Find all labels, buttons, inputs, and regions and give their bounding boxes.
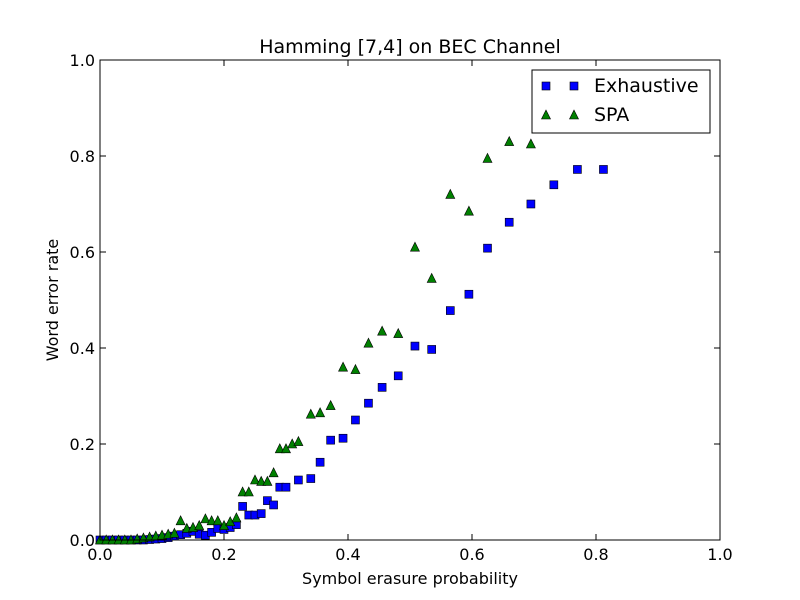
spa-point: [268, 467, 279, 478]
spa-point: [482, 152, 493, 163]
x-axis-label: Symbol erasure probability: [302, 569, 518, 588]
spa-point: [504, 135, 515, 146]
x-tick-label: 0.0: [87, 545, 112, 564]
spa-point: [256, 475, 267, 486]
spa-point: [350, 363, 361, 374]
legend-marker-exhaustive: [541, 81, 551, 91]
exhaustive-point: [238, 502, 247, 511]
exhaustive-point: [427, 345, 437, 354]
exhaustive-point: [599, 165, 608, 174]
legend-box: [531, 69, 711, 134]
spa-point: [409, 241, 420, 252]
x-tick-label: 0.2: [211, 545, 236, 564]
y-tick-label: 0.6: [70, 243, 95, 262]
x-tick-label: 1.0: [707, 545, 732, 564]
spa-point: [200, 513, 211, 524]
exhaustive-point: [483, 243, 492, 253]
spa-point: [243, 486, 254, 497]
spa-point: [393, 327, 404, 338]
legend-label-spa: SPA: [594, 104, 629, 126]
y-axis-label: Word error rate: [43, 239, 62, 362]
legend-marker-spa: [569, 109, 579, 120]
spa-point: [175, 515, 186, 526]
exhaustive-point: [294, 475, 303, 485]
y-tick-label: 0.8: [70, 147, 95, 166]
exhaustive-point: [393, 371, 403, 381]
exhaustive-point: [315, 457, 325, 467]
spa-point: [525, 138, 536, 149]
axis-ticks: 0.0 0.2 0.4 0.6 0.8 1.0 0.0 0.2 0.4 0.6 0.8 1.0: [70, 51, 733, 564]
plot-area: [100, 60, 720, 540]
exhaustive-point: [364, 398, 373, 408]
exhaustive-point: [326, 435, 335, 445]
y-tick-label: 0.4: [70, 339, 95, 358]
exhaustive-point: [464, 289, 474, 299]
legend-marker-exhaustive: [569, 81, 579, 91]
spa-point: [305, 408, 316, 419]
spa-point: [194, 519, 205, 530]
spa-point: [363, 337, 374, 348]
chart-title: Hamming [7,4] on BEC Channel: [259, 36, 561, 58]
y-tick-label: 0.2: [70, 435, 95, 454]
spa-point: [377, 325, 388, 336]
spa-point: [463, 205, 474, 216]
y-tick-label: 0.0: [70, 531, 95, 550]
exhaustive-point: [549, 180, 559, 190]
y-tick-label: 1.0: [70, 51, 95, 70]
legend-marker-spa: [541, 109, 551, 120]
exhaustive-point: [573, 165, 582, 174]
spa-point: [237, 486, 248, 497]
exhaustive-point: [281, 482, 291, 492]
spa-point: [250, 474, 260, 485]
exhaustive-point: [306, 474, 316, 483]
spa-point: [426, 272, 437, 283]
spa-point: [293, 435, 304, 446]
x-tick-label: 0.4: [335, 545, 360, 564]
exhaustive-point: [338, 433, 348, 443]
spa-point: [338, 361, 349, 372]
spa-point: [169, 527, 180, 538]
spa-point: [274, 443, 285, 454]
plot-frame: [99, 59, 721, 541]
spa-point: [212, 515, 223, 526]
exhaustive-point: [351, 415, 360, 425]
spa-point: [315, 407, 326, 418]
spa-point: [445, 188, 456, 199]
spa-point: [231, 512, 242, 523]
spa-point: [206, 515, 217, 526]
spa-point: [325, 399, 336, 410]
exhaustive-point: [526, 199, 536, 209]
exhaustive-point: [256, 509, 266, 518]
legend: Exhaustive SPA: [531, 69, 711, 134]
x-tick-label: 0.6: [459, 545, 484, 564]
exhaustive-point: [504, 217, 514, 227]
exhaustive-point: [410, 341, 420, 351]
legend-label-exhaustive: Exhaustive: [594, 75, 699, 97]
spa-point: [262, 475, 273, 486]
exhaustive-point: [377, 383, 387, 392]
x-tick-label: 0.8: [583, 545, 608, 564]
legend-markers: [541, 81, 579, 120]
exhaustive-point: [445, 306, 455, 315]
exhaustive-point: [263, 496, 272, 505]
exhaustive-point: [269, 500, 278, 510]
